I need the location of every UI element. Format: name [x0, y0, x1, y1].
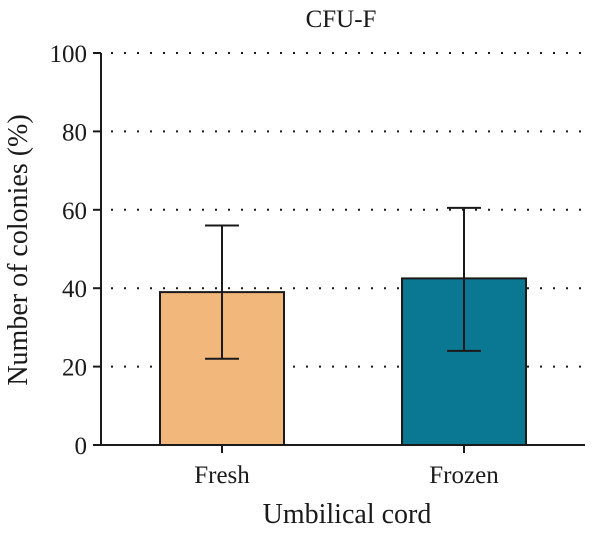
y-tick-label: 0 [75, 433, 88, 460]
x-tick-label-frozen: Frozen [429, 462, 499, 489]
bars [159, 277, 527, 446]
bar-fresh [159, 291, 285, 446]
x-tick-label-fresh: Fresh [194, 462, 250, 489]
error-bars [205, 206, 481, 360]
y-axis-title: Number of colonies (%) [3, 114, 34, 385]
axes [100, 53, 585, 446]
y-tick-label: 60 [62, 198, 87, 225]
chart-title: CFU-F [306, 6, 377, 33]
x-axis-title: Umbilical cord [263, 499, 432, 530]
y-tick-label: 80 [62, 119, 87, 146]
y-tick-label: 20 [62, 355, 87, 382]
y-tick-label: 100 [50, 41, 88, 68]
y-tick-label: 40 [62, 276, 87, 303]
y-ticks: 0 20 40 60 80 100 [50, 41, 101, 460]
x-ticks: Fresh Frozen [194, 445, 499, 489]
